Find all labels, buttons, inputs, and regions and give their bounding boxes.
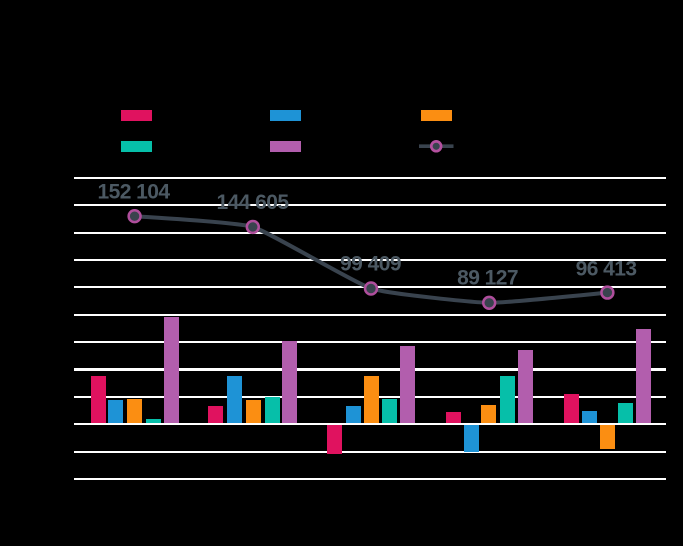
svg-text:152 104: 152 104 [97, 181, 170, 204]
svg-text:89 127: 89 127 [457, 267, 518, 290]
svg-text:96 413: 96 413 [576, 258, 637, 281]
svg-text:144 605: 144 605 [216, 191, 289, 214]
svg-text:99 409: 99 409 [340, 252, 401, 275]
